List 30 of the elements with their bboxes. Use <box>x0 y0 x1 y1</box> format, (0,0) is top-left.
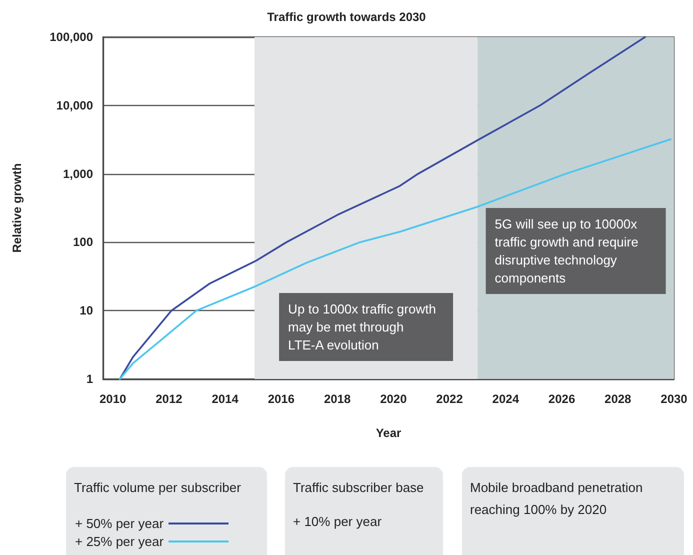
x-tick-label: 2018 <box>324 392 351 406</box>
x-tick-label: 2028 <box>604 392 632 406</box>
text: Traffic subscriber base <box>293 479 425 497</box>
y-tick-label: 10,000 <box>56 98 94 112</box>
band-label: 5G will see up to 10000x traffic growth and require disruptive technology components <box>494 216 642 286</box>
x-tick-label: 2010 <box>99 392 126 406</box>
text: Mobile broadband penetration reaching 100% by 2020 <box>462 467 684 555</box>
x-axis-title: Year <box>376 426 402 440</box>
y-tick-label: 1 <box>86 372 94 386</box>
y-tick-label: 1,000 <box>62 166 94 181</box>
y-tick-label: 100,000 <box>50 30 94 44</box>
legend-title: Traffic volume per subscriber <box>74 480 241 495</box>
legend-label: + 50% per year <box>74 516 164 531</box>
chart-title: Traffic growth towards 2030 <box>267 10 426 24</box>
line-series <box>118 138 672 380</box>
x-tick-label: 2024 <box>492 392 520 406</box>
x-tick-label: 2012 <box>156 392 183 406</box>
y-tick-label: 100 <box>72 235 94 250</box>
y-axis-title: Relative growth <box>10 163 24 253</box>
x-tick-label: 2014 <box>212 392 239 406</box>
band-label: Up to 1000x traffic growth may be met through LTE-A evolution <box>288 302 440 352</box>
line-series <box>118 36 646 380</box>
x-tick-label: 2022 <box>436 392 464 406</box>
legend-label: + 25% per year <box>74 534 164 549</box>
x-tick-label: 2030 <box>660 392 688 406</box>
x-tick-label: 2026 <box>548 392 576 406</box>
x-tick-label: 2016 <box>268 392 295 406</box>
x-tick-label: 2020 <box>380 392 408 406</box>
y-tick-label: 10 <box>80 304 94 318</box>
text: + 10% per year <box>293 513 383 531</box>
